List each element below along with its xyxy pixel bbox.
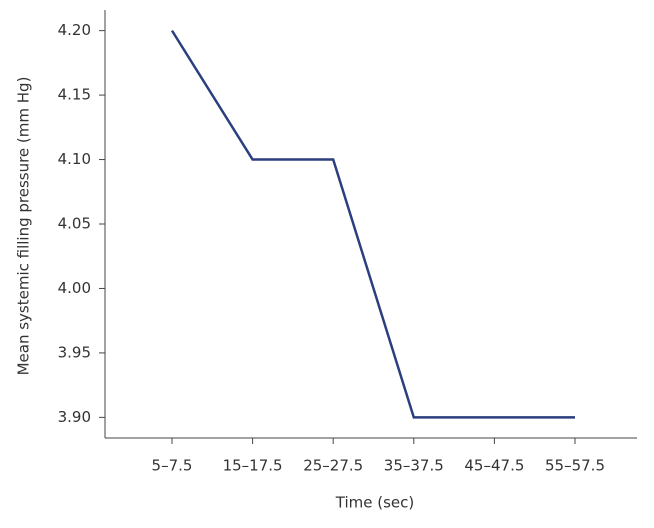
y-axis-label: Mean systemic filling pressure (mm Hg) bbox=[15, 77, 33, 376]
y-tick-label: 3.90 bbox=[58, 408, 91, 426]
y-tick-label: 4.15 bbox=[58, 86, 91, 104]
y-tick-label: 3.95 bbox=[58, 343, 91, 361]
x-axis-label: Time (sec) bbox=[335, 494, 414, 512]
x-tick-label: 5–7.5 bbox=[152, 457, 193, 475]
x-tick-label: 55–57.5 bbox=[545, 457, 605, 475]
y-tick-label: 4.05 bbox=[58, 215, 91, 233]
x-tick-label: 35–37.5 bbox=[384, 457, 444, 475]
x-tick-label: 25–27.5 bbox=[303, 457, 363, 475]
x-tick-label: 15–17.5 bbox=[223, 457, 283, 475]
x-tick-label: 45–47.5 bbox=[464, 457, 524, 475]
line bbox=[170, 29, 575, 419]
y-tick-label: 4.20 bbox=[58, 21, 91, 39]
y-tick-label: 4.00 bbox=[58, 279, 91, 297]
y-tick-label: 4.10 bbox=[58, 150, 91, 168]
